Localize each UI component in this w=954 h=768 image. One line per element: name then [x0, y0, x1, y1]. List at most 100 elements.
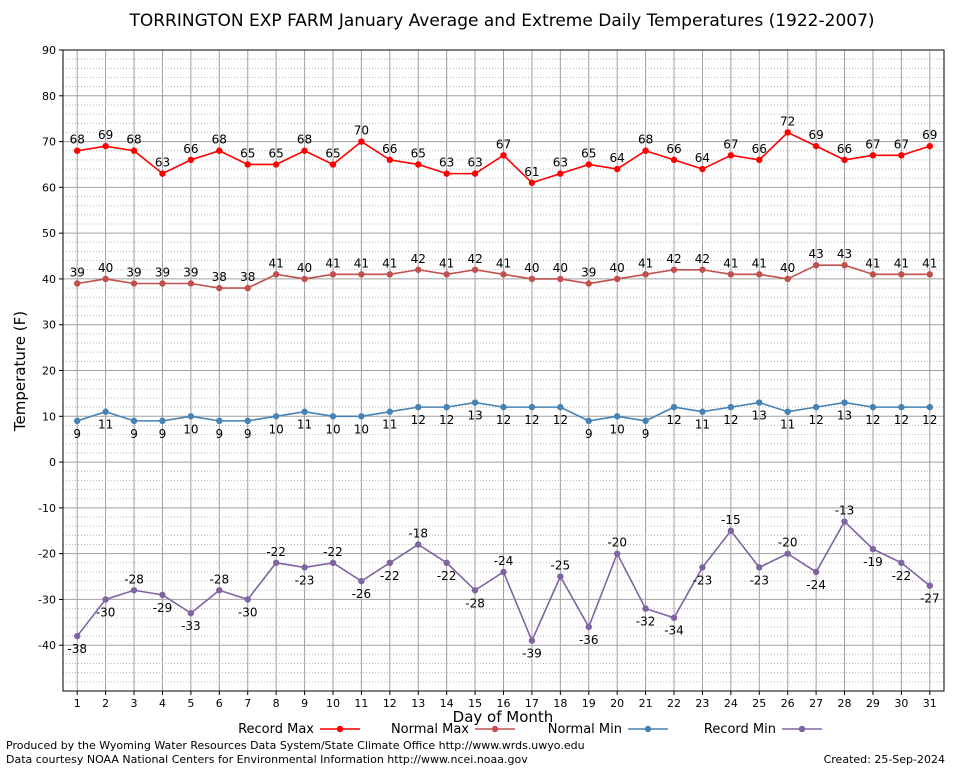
data-point — [415, 403, 422, 411]
x-tick-label: 8 — [273, 697, 280, 710]
data-point — [386, 408, 394, 415]
data-point — [528, 637, 536, 644]
x-tick-label: 20 — [610, 697, 624, 710]
data-point — [727, 527, 735, 534]
data-point — [784, 275, 791, 283]
data-point — [528, 179, 536, 186]
data-label: 41 — [894, 256, 909, 270]
data-point — [386, 559, 394, 566]
y-tick-label: -10 — [38, 502, 56, 515]
data-label: 42 — [695, 252, 710, 266]
data-label: 12 — [894, 413, 909, 427]
data-label: -22 — [380, 569, 400, 583]
data-label: 39 — [183, 266, 198, 280]
data-label: 70 — [354, 124, 369, 138]
data-label: -30 — [96, 605, 116, 619]
data-label: 41 — [496, 256, 511, 270]
data-label: 65 — [411, 146, 426, 160]
x-tick-label: 2 — [102, 697, 109, 710]
data-point — [130, 147, 138, 154]
data-label: 68 — [212, 133, 227, 147]
data-label: 69 — [98, 128, 113, 142]
data-point — [727, 152, 735, 159]
data-point — [812, 403, 820, 411]
data-point — [784, 408, 791, 415]
data-label: 40 — [98, 261, 113, 275]
data-point — [898, 559, 905, 566]
data-point — [471, 587, 479, 594]
x-tick-label: 17 — [525, 697, 539, 710]
data-label: -38 — [67, 642, 87, 656]
y-tick-label: -20 — [38, 548, 56, 561]
credit-line-2: Data courtesy NOAA National Centers for … — [6, 753, 528, 766]
data-point — [699, 266, 706, 273]
data-point — [528, 403, 536, 411]
y-tick-label: 20 — [42, 365, 56, 378]
data-label: 69 — [922, 128, 937, 142]
data-label: 10 — [183, 422, 198, 436]
data-label: 64 — [610, 151, 625, 165]
data-point — [415, 161, 422, 168]
data-label: 11 — [695, 418, 710, 432]
data-label: 40 — [780, 261, 795, 275]
y-tick-label: 0 — [49, 456, 56, 469]
data-point — [102, 408, 109, 415]
data-point — [557, 275, 564, 283]
data-point — [500, 152, 507, 159]
data-label: 11 — [98, 418, 113, 432]
x-tick-label: 22 — [667, 697, 681, 710]
x-tick-label: 21 — [639, 697, 653, 710]
credit-line-1: Produced by the Wyoming Water Resources … — [6, 739, 585, 752]
data-label: -13 — [835, 504, 855, 518]
data-point — [329, 559, 337, 566]
data-point — [784, 129, 791, 136]
data-label: -19 — [863, 555, 883, 569]
legend-label: Normal Max — [391, 722, 469, 737]
data-point — [216, 284, 223, 292]
data-label: 11 — [297, 418, 312, 432]
y-tick-label: 60 — [42, 181, 56, 194]
data-label: -39 — [522, 647, 542, 661]
data-point — [130, 280, 138, 287]
x-tick-label: 9 — [301, 697, 308, 710]
data-point — [358, 138, 365, 145]
data-label: 39 — [155, 266, 170, 280]
data-point — [471, 170, 479, 177]
data-point — [443, 403, 450, 411]
data-label: 12 — [666, 413, 681, 427]
data-point — [613, 413, 621, 420]
data-point — [699, 408, 706, 415]
y-tick-label: 50 — [42, 227, 56, 240]
data-point — [74, 632, 81, 640]
data-point — [500, 403, 507, 411]
data-label: 38 — [240, 270, 255, 284]
data-label: -24 — [494, 554, 514, 568]
x-tick-label: 24 — [724, 697, 738, 710]
y-tick-label: 40 — [42, 273, 56, 286]
x-tick-label: 23 — [695, 697, 709, 710]
data-label: -28 — [124, 572, 144, 586]
data-label: 66 — [183, 142, 198, 156]
data-point — [642, 605, 649, 612]
data-point — [869, 545, 877, 553]
data-point — [812, 568, 820, 576]
data-point — [244, 417, 251, 425]
data-label: 65 — [240, 146, 255, 160]
y-tick-label: 90 — [42, 44, 56, 57]
data-point — [500, 568, 507, 576]
data-point — [926, 271, 933, 278]
data-point — [159, 280, 166, 287]
data-label: 65 — [581, 146, 596, 160]
data-point — [244, 161, 251, 168]
legend-label: Record Min — [704, 722, 776, 737]
data-point — [443, 559, 450, 566]
data-point — [642, 147, 649, 154]
y-tick-label: 80 — [42, 90, 56, 103]
data-label: 12 — [524, 413, 539, 427]
data-label: 9 — [73, 427, 81, 441]
data-label: 43 — [837, 247, 852, 261]
data-point — [585, 161, 592, 168]
data-point — [443, 170, 450, 177]
data-point — [557, 403, 564, 411]
data-point — [756, 271, 763, 278]
